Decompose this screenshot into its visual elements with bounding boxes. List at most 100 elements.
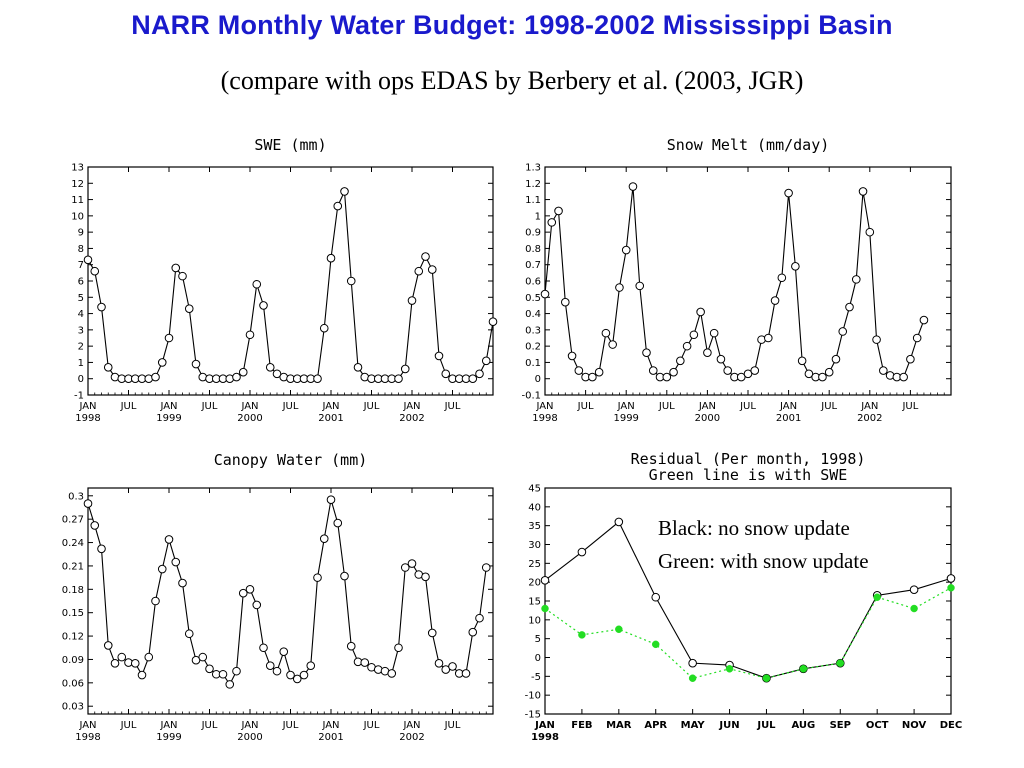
x-tick-label: JAN bbox=[402, 720, 420, 731]
data-point bbox=[818, 372, 827, 382]
x-tick-label: JAN bbox=[402, 401, 420, 412]
x-tick-label: JAN bbox=[779, 401, 797, 412]
x-tick-year: 2002 bbox=[399, 413, 424, 424]
x-tick-label: MAY bbox=[681, 720, 706, 731]
data-point bbox=[723, 366, 733, 375]
x-tick-year: 1999 bbox=[156, 413, 181, 424]
data-point bbox=[682, 341, 692, 351]
data-point bbox=[743, 369, 753, 379]
y-tick-label: -15 bbox=[525, 710, 541, 721]
data-point bbox=[906, 354, 915, 364]
x-tick-label: JUL bbox=[363, 401, 380, 412]
data-point bbox=[414, 266, 424, 276]
data-point-green bbox=[725, 665, 734, 673]
y-tick-label: -10 bbox=[525, 691, 541, 702]
data-point bbox=[137, 670, 147, 680]
x-tick-label: JUL bbox=[577, 401, 594, 412]
panel-title: SWE (mm) bbox=[254, 136, 326, 154]
x-tick-label: DEC bbox=[940, 720, 962, 731]
x-tick-label: JUL bbox=[201, 720, 218, 731]
data-point bbox=[540, 289, 550, 299]
data-point-green bbox=[651, 640, 660, 649]
x-tick-label: JAN bbox=[78, 720, 96, 731]
data-point bbox=[427, 628, 437, 638]
data-point bbox=[770, 296, 780, 305]
data-point bbox=[427, 265, 437, 274]
panel-subtitle: Green line is with SWE bbox=[649, 466, 848, 484]
page-subtitle: (compare with ops EDAS by Berbery et al.… bbox=[220, 66, 804, 95]
y-tick-label: 0.09 bbox=[62, 655, 84, 666]
x-tick-label: APR bbox=[644, 720, 667, 731]
data-point bbox=[265, 661, 275, 670]
data-point bbox=[791, 262, 800, 271]
data-point bbox=[703, 348, 712, 357]
series-line-black bbox=[544, 521, 952, 679]
data-point bbox=[601, 328, 611, 338]
x-tick-year: 1998 bbox=[75, 413, 100, 424]
data-point bbox=[865, 227, 875, 237]
data-point bbox=[481, 563, 491, 572]
data-point bbox=[178, 578, 187, 588]
data-point bbox=[824, 367, 834, 377]
data-point bbox=[547, 218, 557, 227]
y-tick-label: 0.3 bbox=[68, 491, 84, 502]
y-tick-label: 35 bbox=[528, 521, 541, 532]
y-tick-label: 1 bbox=[535, 211, 541, 222]
data-point bbox=[716, 354, 726, 364]
x-tick-year: 1998 bbox=[75, 732, 100, 743]
data-point bbox=[615, 283, 624, 292]
data-point bbox=[252, 600, 262, 610]
data-point-green bbox=[910, 604, 918, 613]
x-tick-label: AUG bbox=[791, 720, 815, 731]
data-point bbox=[421, 252, 430, 261]
panel-title: Snow Melt (mm/day) bbox=[667, 136, 830, 154]
y-tick-label: 7 bbox=[78, 260, 84, 271]
y-tick-label: 40 bbox=[528, 502, 541, 513]
data-point bbox=[103, 641, 113, 650]
data-point bbox=[164, 535, 174, 544]
y-tick-label: 0.7 bbox=[525, 260, 541, 271]
data-point bbox=[594, 367, 604, 377]
data-point bbox=[333, 518, 343, 528]
y-tick-label: 10 bbox=[528, 615, 541, 626]
data-point bbox=[360, 658, 370, 667]
data-point bbox=[831, 354, 841, 364]
x-tick-year: 1998 bbox=[531, 732, 559, 743]
y-tick-label: 12 bbox=[71, 179, 84, 190]
y-tick-label: 0.06 bbox=[62, 678, 84, 689]
data-point-green bbox=[578, 631, 586, 639]
data-point bbox=[333, 201, 343, 211]
y-tick-label: 2 bbox=[78, 342, 84, 353]
x-tick-year: 1999 bbox=[613, 413, 638, 424]
data-point bbox=[157, 358, 167, 367]
data-point-black bbox=[909, 585, 919, 595]
data-point bbox=[184, 304, 194, 313]
y-tick-label: 0.18 bbox=[62, 585, 84, 596]
y-tick-label: 45 bbox=[528, 484, 541, 495]
y-tick-label: 10 bbox=[71, 211, 84, 222]
data-point bbox=[97, 302, 106, 312]
data-point bbox=[662, 372, 672, 382]
data-point bbox=[750, 366, 760, 375]
plot-frame bbox=[87, 487, 494, 715]
y-tick-label: 6 bbox=[78, 277, 84, 288]
data-point bbox=[851, 275, 861, 284]
x-tick-label: JUL bbox=[120, 401, 137, 412]
data-point bbox=[434, 351, 444, 361]
y-tick-label: 0.24 bbox=[62, 538, 84, 549]
y-tick-label: 0 bbox=[78, 374, 84, 385]
x-tick-label: FEB bbox=[571, 720, 592, 731]
y-tick-label: 1 bbox=[78, 358, 84, 369]
x-tick-label: JAN bbox=[321, 720, 339, 731]
data-point bbox=[272, 369, 282, 379]
data-point bbox=[171, 557, 181, 567]
x-tick-label: JAN bbox=[321, 401, 339, 412]
x-tick-label: JUL bbox=[756, 720, 776, 731]
data-point bbox=[117, 652, 127, 662]
data-point bbox=[353, 363, 363, 372]
x-tick-label: JUL bbox=[444, 401, 461, 412]
y-tick-label: -5 bbox=[531, 672, 541, 683]
data-point bbox=[621, 245, 631, 255]
data-point bbox=[475, 369, 484, 379]
